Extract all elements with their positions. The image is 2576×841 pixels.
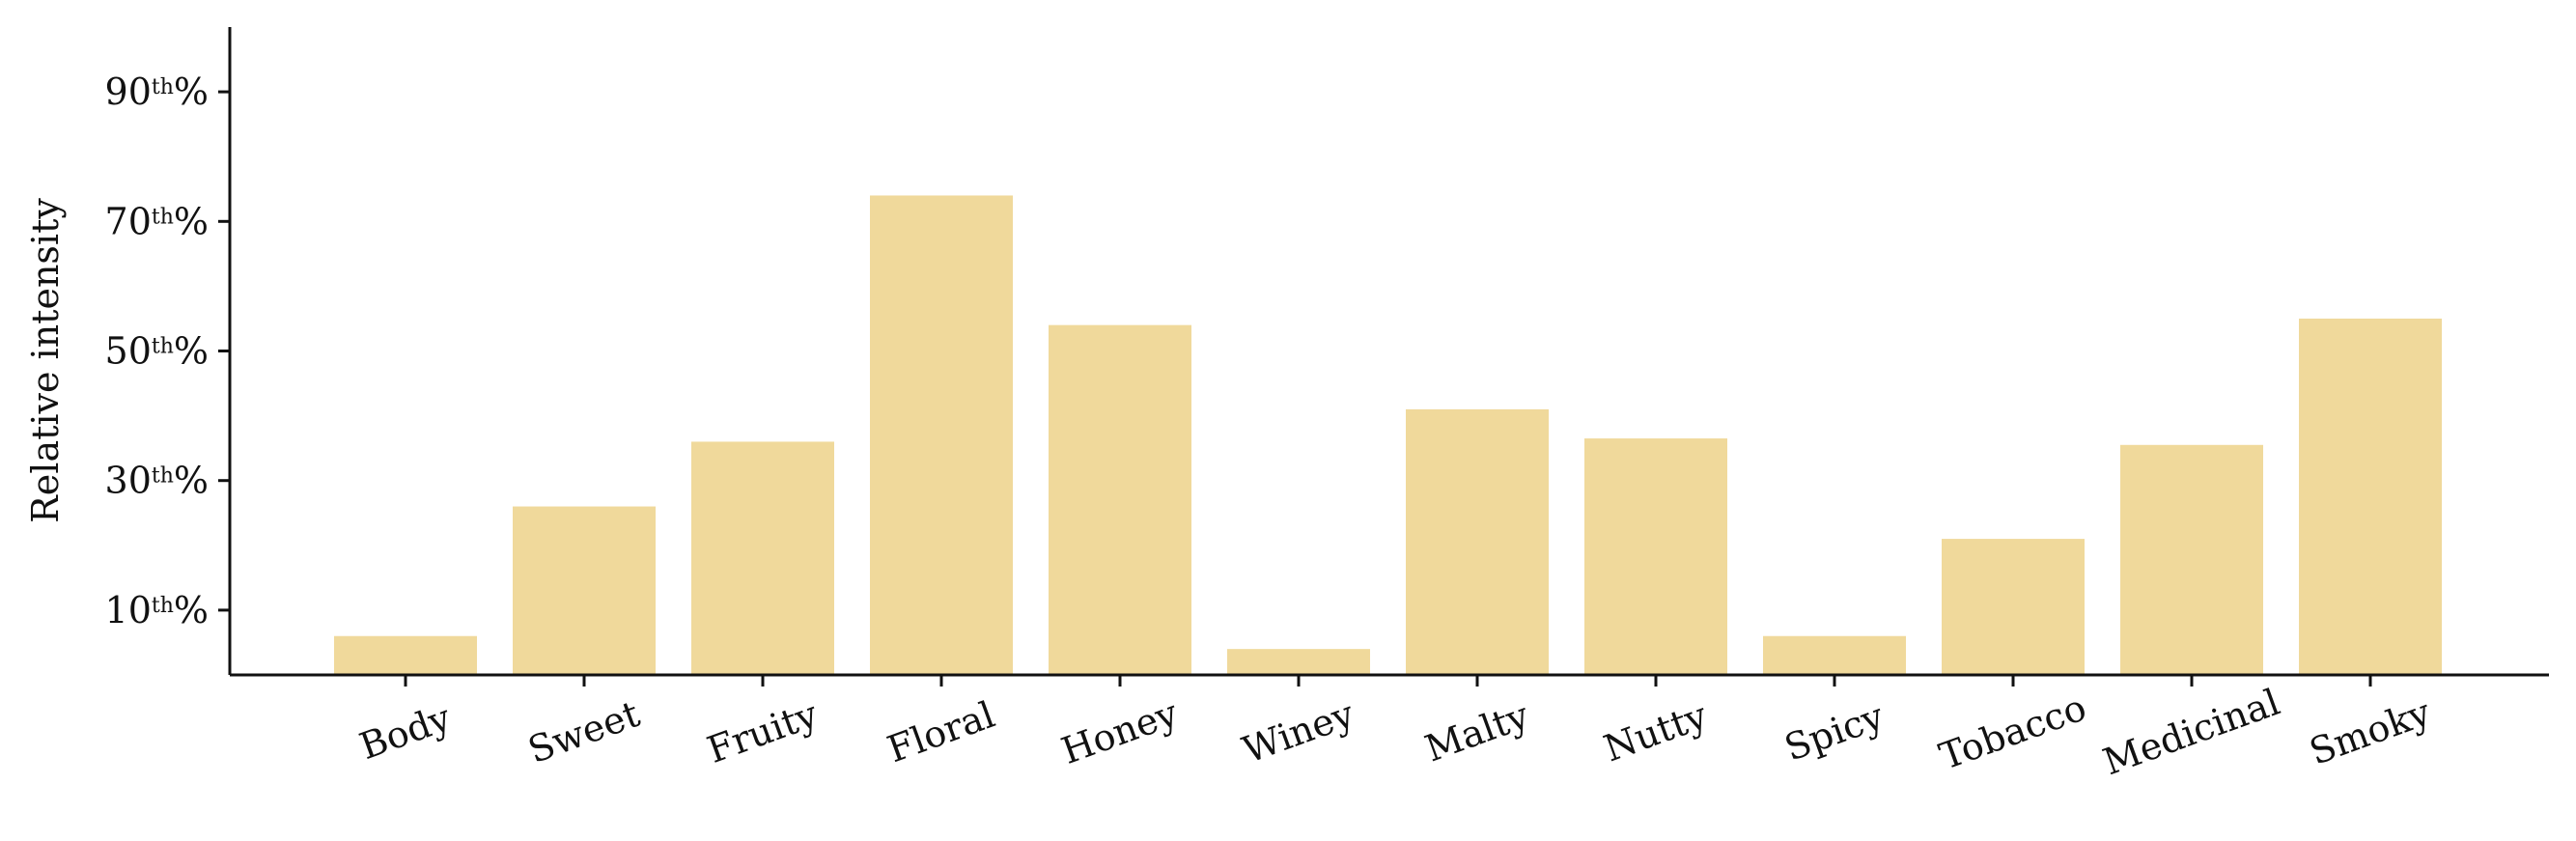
y-tick-number: 70 — [105, 200, 152, 242]
x-tick-label-medicinal: Medicinal — [2098, 681, 2285, 784]
y-tick-superscript: th — [152, 594, 174, 618]
bar-smoky — [2299, 318, 2442, 675]
y-tick-number: 10 — [105, 589, 152, 631]
bar-sweet — [513, 506, 656, 675]
y-tick-superscript: th — [152, 75, 174, 99]
bar-floral — [870, 195, 1013, 675]
bar-malty — [1406, 408, 1549, 675]
bar-medicinal — [2120, 444, 2263, 675]
y-tick-suffix: % — [174, 200, 209, 242]
bar-tobacco — [1942, 539, 2085, 675]
y-tick-suffix: % — [174, 330, 209, 373]
y-tick-superscript: th — [152, 464, 174, 489]
y-axis-title: Relative intensity — [24, 198, 67, 523]
x-tick-label-winey: Winey — [1237, 692, 1359, 771]
bar-honey — [1049, 324, 1191, 675]
x-tick-label-tobacco: Tobacco — [1934, 686, 2091, 777]
y-tick-label: 50th% — [105, 330, 209, 373]
x-tick-label-smoky: Smoky — [2304, 690, 2436, 773]
bar-spicy — [1763, 635, 1906, 675]
x-tick-label-fruity: Fruity — [702, 692, 824, 771]
y-tick-superscript: th — [152, 205, 174, 229]
y-tick-label: 70th% — [105, 200, 209, 242]
bar-fruity — [691, 441, 834, 675]
x-tick-label-body: Body — [354, 696, 457, 769]
x-tick-label-nutty: Nutty — [1599, 693, 1714, 770]
y-tick-superscript: th — [152, 335, 174, 359]
y-ticks: 10th%30th%50th%70th%90th% — [105, 70, 230, 631]
y-tick-suffix: % — [174, 460, 209, 502]
x-tick-label-sweet: Sweet — [522, 692, 645, 771]
bar-winey — [1227, 649, 1370, 675]
y-tick-number: 50 — [105, 330, 152, 373]
y-tick-label: 90th% — [105, 70, 209, 113]
x-tick-label-honey: Honey — [1056, 691, 1184, 772]
y-tick-label: 30th% — [105, 460, 209, 502]
y-tick-number: 30 — [105, 460, 152, 502]
y-tick-suffix: % — [174, 70, 209, 113]
y-tick-suffix: % — [174, 589, 209, 631]
x-ticks: Body Sweet Fruity Floral Honey Winey Malty Nutt… — [354, 675, 2436, 784]
bar-body — [334, 635, 477, 675]
bars-layer — [334, 195, 2442, 675]
x-tick-label-spicy: Spicy — [1779, 694, 1890, 770]
bar-nutty — [1584, 438, 1727, 675]
y-tick-label: 10th% — [105, 589, 209, 631]
x-tick-label-malty: Malty — [1419, 693, 1534, 770]
y-tick-number: 90 — [105, 70, 152, 113]
x-tick-label-floral: Floral — [882, 693, 1000, 771]
